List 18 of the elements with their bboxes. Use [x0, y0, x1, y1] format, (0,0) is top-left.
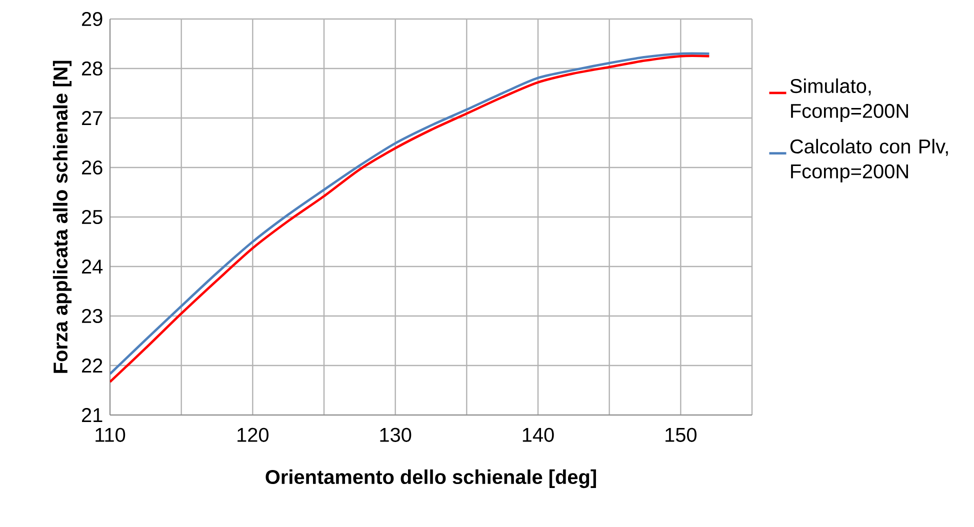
legend-label: Simulato, Fcomp=200N [790, 78, 908, 122]
x-axis-title: Orientamento dello schienale [deg] [266, 469, 596, 488]
legend-label: Calcolato con Plv, Fcomp=200N [790, 138, 948, 182]
y-tick-label: 23 [82, 308, 102, 324]
x-tick-label: 130 [380, 428, 412, 442]
y-tick-label: 25 [82, 210, 102, 224]
y-tick-label: 24 [82, 260, 103, 274]
y-tick-label: 29 [82, 12, 102, 26]
y-tick-label: 27 [82, 111, 102, 125]
y-tick-label: 22 [82, 358, 102, 372]
x-tick-label: 140 [522, 428, 554, 442]
x-tick-label: 110 [96, 428, 126, 442]
y-tick-label: 21 [82, 408, 102, 422]
x-tick-label: 150 [666, 428, 697, 442]
y-tick-label: 26 [82, 160, 102, 175]
y-tick-label: 28 [82, 61, 102, 76]
y-axis-title: Forza applicata allo schienale [N] [52, 60, 72, 373]
x-tick-label: 120 [238, 428, 268, 442]
